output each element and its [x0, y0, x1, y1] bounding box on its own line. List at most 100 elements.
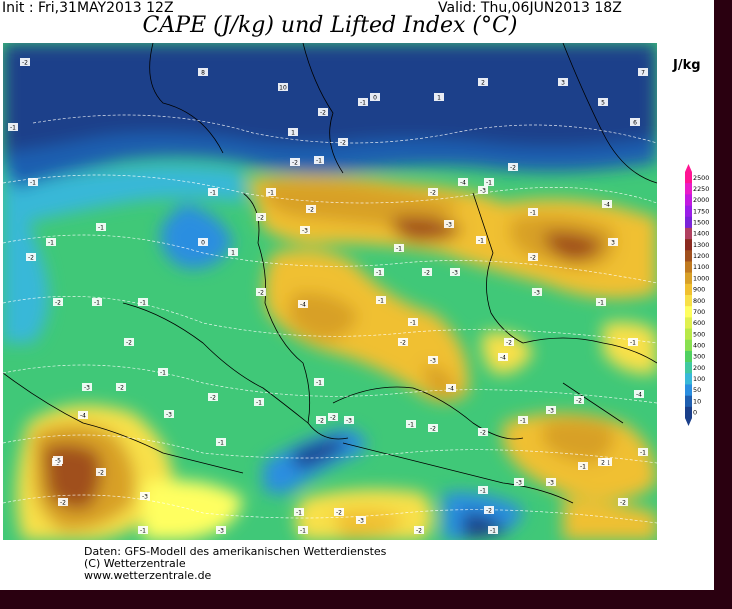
li-label: -2: [508, 163, 518, 172]
li-label: -2: [428, 424, 438, 433]
svg-text:1: 1: [291, 130, 295, 137]
li-label: -1: [518, 416, 528, 425]
colorbar-swatch: [685, 216, 692, 229]
li-label: 5: [598, 98, 608, 107]
credits: Daten: GFS-Modell des amerikanischen Wet…: [84, 546, 386, 582]
svg-text:-2: -2: [308, 207, 314, 214]
li-label: -1: [478, 486, 488, 495]
svg-text:-1: -1: [256, 400, 262, 407]
svg-text:-3: -3: [534, 290, 540, 297]
svg-text:-1: -1: [378, 298, 384, 305]
svg-text:-2: -2: [292, 160, 298, 167]
li-label: -2: [53, 298, 63, 307]
colorbar-swatches: [685, 164, 692, 426]
li-label: -1: [294, 508, 304, 517]
svg-text:10: 10: [279, 85, 287, 92]
svg-text:-1: -1: [316, 158, 322, 165]
li-label: -2: [318, 108, 328, 117]
svg-text:-1: -1: [360, 100, 366, 107]
svg-text:-4: -4: [80, 413, 86, 420]
li-label: -3: [164, 410, 174, 419]
colorbar-swatch: [685, 194, 692, 206]
li-label: -2: [414, 526, 424, 535]
li-label: -1: [374, 268, 384, 277]
li-label: -1: [476, 236, 486, 245]
valid-time: Valid: Thu,06JUN2013 18Z: [438, 0, 622, 16]
li-label: -1: [376, 296, 386, 305]
svg-text:-2: -2: [530, 255, 536, 262]
li-label: 2: [598, 458, 608, 467]
svg-text:-2: -2: [258, 290, 264, 297]
svg-text:-4: -4: [500, 355, 506, 362]
svg-text:-1: -1: [10, 125, 16, 132]
li-label: -2: [574, 396, 584, 405]
svg-text:-4: -4: [448, 386, 454, 393]
li-label: -3: [478, 186, 488, 195]
colorbar-swatch: [685, 183, 692, 195]
svg-text:-1: -1: [30, 180, 36, 187]
colorbar-label: 1400: [693, 230, 709, 238]
li-label: -1: [578, 462, 588, 471]
svg-text:-1: -1: [580, 464, 586, 471]
svg-text:-3: -3: [84, 385, 90, 392]
li-label: -1: [254, 398, 264, 407]
svg-text:-2: -2: [60, 500, 66, 507]
svg-text:-1: -1: [48, 240, 54, 247]
li-label: -2: [58, 498, 68, 507]
svg-text:-2: -2: [400, 340, 406, 347]
li-label: -3: [532, 288, 542, 297]
li-label: -1: [298, 526, 308, 535]
colorbar-label: 2000: [693, 196, 709, 204]
svg-text:-2: -2: [430, 190, 436, 197]
li-label: -1: [638, 448, 648, 457]
lifted-index-contours: [3, 114, 657, 524]
svg-text:2: 2: [481, 80, 485, 87]
colorbar: 2500225020001750150014001300120011001000…: [685, 164, 709, 426]
svg-text:-1: -1: [316, 380, 322, 387]
svg-text:-1: -1: [210, 190, 216, 197]
svg-text:-3: -3: [166, 412, 172, 419]
svg-text:5: 5: [601, 100, 605, 107]
colorbar-swatch: [685, 362, 692, 374]
svg-text:7: 7: [641, 70, 645, 77]
svg-text:-2: -2: [510, 165, 516, 172]
li-label: -1: [138, 298, 148, 307]
credit-website: www.wetterzentrale.de: [84, 569, 212, 582]
svg-text:-1: -1: [480, 488, 486, 495]
svg-text:-1: -1: [140, 300, 146, 307]
svg-text:-2: -2: [55, 300, 61, 307]
li-label: -1: [358, 98, 368, 107]
svg-text:-4: -4: [604, 202, 610, 209]
li-label: 0: [370, 93, 380, 102]
init-time: Init : Fri,31MAY2013 12Z: [2, 0, 174, 16]
li-label: -1: [92, 298, 102, 307]
colorbar-label: 10: [693, 397, 701, 405]
colorbar-label: 800: [693, 297, 705, 305]
svg-text:-1: -1: [160, 370, 166, 377]
svg-text:-1: -1: [98, 225, 104, 232]
li-label: -3: [428, 356, 438, 365]
colorbar-swatch: [685, 395, 692, 408]
svg-text:-4: -4: [460, 180, 466, 187]
colorbar-swatch: [685, 373, 692, 385]
credit-copyright: (C) Wetterzentrale: [84, 557, 186, 570]
svg-text:-2: -2: [318, 418, 324, 425]
svg-text:6: 6: [633, 120, 637, 127]
li-label: 6: [630, 118, 640, 127]
colorbar-label: 1300: [693, 241, 709, 249]
colorbar-swatch: [685, 272, 692, 285]
li-label: -5: [53, 456, 63, 465]
li-label: -2: [124, 338, 134, 347]
svg-text:-1: -1: [376, 270, 382, 277]
svg-text:-4: -4: [636, 392, 642, 399]
svg-text:-2: -2: [336, 510, 342, 517]
li-label: -3: [514, 478, 524, 487]
svg-text:-2: -2: [430, 426, 436, 433]
li-label: -1: [158, 368, 168, 377]
svg-text:-1: -1: [520, 418, 526, 425]
colorbar-label: 900: [693, 286, 705, 294]
svg-text:-2: -2: [320, 110, 326, 117]
li-label: -3: [444, 220, 454, 229]
svg-text:-1: -1: [410, 320, 416, 327]
svg-text:0: 0: [373, 95, 377, 102]
